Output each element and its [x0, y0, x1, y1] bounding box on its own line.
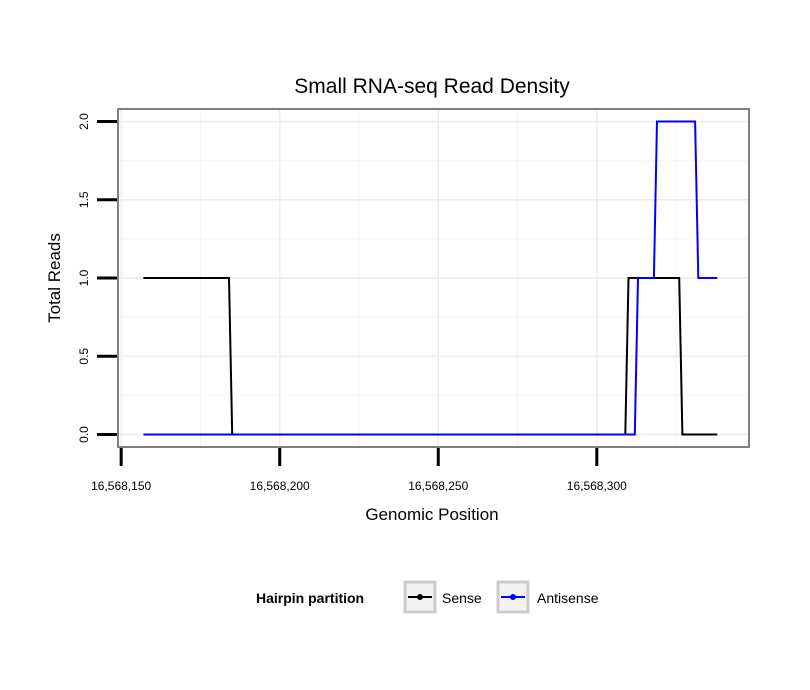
x-tick-label: 16,568,150 — [91, 479, 151, 493]
legend-title: Hairpin partition — [256, 590, 364, 606]
x-tick-label: 16,568,250 — [408, 479, 468, 493]
y-axis-title: Total Reads — [45, 233, 64, 323]
x-tick-label: 16,568,300 — [567, 479, 627, 493]
y-tick-label: 0.5 — [77, 348, 91, 365]
plot-area: 0.0 0.5 1.0 1.5 2.0 16,568,150 16,568,200 16,56… — [77, 108, 750, 493]
x-tick-label: 16,568,200 — [250, 479, 310, 493]
chart-title: Small RNA-seq Read Density — [294, 75, 570, 98]
y-tick-label: 1.5 — [77, 191, 91, 208]
series-line-antisense — [143, 120, 718, 436]
legend-label-antisense: Antisense — [537, 590, 599, 606]
legend-key-point — [510, 594, 516, 600]
plot-border — [117, 108, 750, 448]
series-line-sense — [143, 277, 718, 436]
y-tick-label: 1.0 — [77, 269, 91, 286]
y-tick-label: 0.0 — [77, 426, 91, 443]
legend-label-sense: Sense — [442, 590, 482, 606]
legend: Hairpin partition Sense Antisense — [256, 580, 599, 614]
x-axis-title: Genomic Position — [365, 505, 498, 524]
legend-key-point — [417, 594, 423, 600]
y-tick-label: 2.0 — [77, 113, 91, 130]
